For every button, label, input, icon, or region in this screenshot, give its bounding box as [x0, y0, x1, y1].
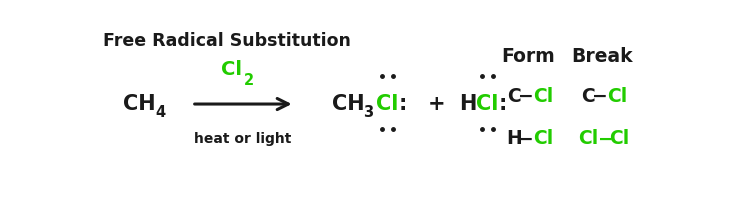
Text: Cl: Cl: [376, 94, 398, 114]
Text: H: H: [506, 129, 523, 149]
Text: C: C: [581, 87, 595, 106]
Text: CH: CH: [124, 94, 156, 114]
Text: Cl: Cl: [607, 87, 627, 106]
Text: 3: 3: [364, 105, 374, 120]
Text: Cl: Cl: [476, 94, 498, 114]
Text: Break: Break: [572, 47, 633, 66]
Text: Free Radical Substitution: Free Radical Substitution: [103, 32, 351, 50]
Text: Form: Form: [501, 47, 555, 66]
Text: :: :: [399, 94, 407, 114]
Text: Cl: Cl: [533, 87, 553, 106]
Text: −: −: [598, 129, 614, 149]
Text: 4: 4: [155, 105, 166, 120]
Text: C: C: [506, 87, 520, 106]
Text: +: +: [428, 94, 445, 114]
Text: 2: 2: [244, 73, 255, 88]
Text: Cl: Cl: [578, 129, 599, 149]
Text: H: H: [459, 94, 476, 114]
Text: CH: CH: [331, 94, 364, 114]
Text: Cl: Cl: [609, 129, 629, 149]
Text: −: −: [518, 87, 534, 106]
Text: Cl: Cl: [222, 60, 242, 79]
Text: :: :: [499, 94, 507, 114]
Text: −: −: [518, 129, 534, 149]
Text: Cl: Cl: [533, 129, 553, 149]
Text: heat or light: heat or light: [194, 132, 292, 146]
Text: −: −: [592, 87, 608, 106]
